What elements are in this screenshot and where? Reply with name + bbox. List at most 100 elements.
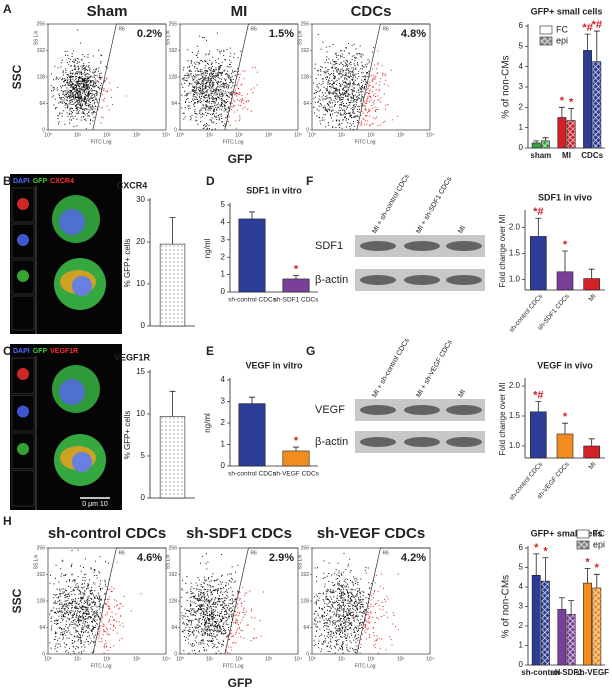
nucleus xyxy=(59,209,85,235)
y-tick-label: 5 xyxy=(221,200,226,209)
x-axis-name: FITC Log xyxy=(355,663,376,669)
band xyxy=(404,437,440,447)
y-tick-label: 1.5 xyxy=(509,411,521,420)
lane-label: MI + sh-VEGF CDCs xyxy=(415,339,454,399)
x-tick-label: 10³ xyxy=(133,132,141,138)
bar xyxy=(541,141,549,148)
y-tick-label: 192 xyxy=(169,48,178,54)
significance: *# xyxy=(592,19,602,31)
legend-label: FC xyxy=(556,24,568,34)
stain-name: GFP xyxy=(33,178,48,185)
y-tick-label: 2 xyxy=(519,621,524,630)
error-bar xyxy=(559,107,565,117)
significance: * xyxy=(294,435,299,447)
significance: *# xyxy=(533,206,543,218)
legend-swatch xyxy=(540,26,552,34)
stain-name: GFP xyxy=(33,348,48,355)
plot-title: sh-SDF1 CDCs xyxy=(186,525,292,542)
legend-label: epi xyxy=(556,35,568,45)
bar xyxy=(593,62,601,148)
bar xyxy=(532,575,540,665)
y-axis-name: SS Lin xyxy=(165,30,171,45)
y-tick-label: 10 xyxy=(136,279,145,288)
plot-title: MI xyxy=(231,3,248,20)
nucleus xyxy=(72,276,92,296)
y-tick-label: 6 xyxy=(519,543,524,552)
y-tick-label: 256 xyxy=(301,21,310,27)
y-tick-label: 256 xyxy=(37,21,46,27)
legend-label: epi xyxy=(593,539,605,549)
bar xyxy=(558,609,566,665)
y-tick-label: 1 xyxy=(519,641,524,650)
error-bar xyxy=(170,218,176,244)
panel-letter: E xyxy=(206,344,214,358)
y-tick-label: 128 xyxy=(169,598,178,604)
significance: * xyxy=(543,546,548,558)
chart-title: GFP+ small cells xyxy=(531,6,603,16)
row-label: VEGF xyxy=(315,404,345,416)
y-tick-label: 64 xyxy=(171,625,177,631)
x-tick-label: sh-VEGF xyxy=(575,668,609,677)
y-tick-label: 192 xyxy=(37,572,46,578)
chart-title: VEGF in vitro xyxy=(245,360,303,370)
legend-swatch xyxy=(540,37,552,45)
error-bar xyxy=(535,402,541,412)
x-tick-label: CDCs xyxy=(581,151,603,160)
bar xyxy=(530,412,546,458)
x-tick-label: 10¹ xyxy=(338,132,346,138)
y-tick-label: 30 xyxy=(136,195,145,204)
significance: * xyxy=(563,411,568,423)
stain-legend: DAPIGFPCXCR4 xyxy=(13,178,74,185)
y-axis-label: % GFP+ cells xyxy=(123,411,132,460)
scale-label: 0 μm 10 xyxy=(82,501,108,508)
error-bar xyxy=(589,439,595,446)
error-bar xyxy=(293,447,299,451)
plot-title: sh-VEGF CDCs xyxy=(317,525,425,542)
y-tick-label: 1 xyxy=(221,440,226,449)
bar xyxy=(530,236,546,290)
y-tick-label: 256 xyxy=(169,21,178,27)
bar xyxy=(567,121,575,148)
x-tick-label: 10² xyxy=(235,656,243,662)
chart-title: CXCR4 xyxy=(117,180,148,190)
stain-legend: DAPIGFPVEGF1R xyxy=(13,348,78,355)
stain-name: DAPI xyxy=(13,178,30,185)
bar xyxy=(283,451,309,466)
bar xyxy=(239,219,265,292)
y-axis-label: % of non-CMs xyxy=(501,575,512,638)
x-tick-label: 10² xyxy=(367,656,375,662)
x-axis-label: GFP xyxy=(228,676,253,690)
chart-title: SDF1 in vivo xyxy=(538,192,593,202)
x-tick-label: sh-VEGF CDCs xyxy=(273,471,320,478)
lane-label: MI xyxy=(457,389,467,399)
y-tick-label: 128 xyxy=(169,74,178,80)
band xyxy=(360,405,396,415)
bar xyxy=(239,404,265,466)
x-tick-label: 10⁴ xyxy=(294,656,302,662)
lane-label: MI + sh-control CDCs xyxy=(371,337,411,399)
x-axis-name: FITC Log xyxy=(223,663,244,669)
panel-letter: D xyxy=(206,174,215,188)
percent-label: 0.2% xyxy=(137,28,162,40)
gate-label: R6 xyxy=(382,550,389,556)
plot-title: sh-control CDCs xyxy=(48,525,166,542)
x-tick-label: 10³ xyxy=(265,656,273,662)
error-bar xyxy=(533,141,539,143)
band xyxy=(446,275,482,285)
panel-letter: A xyxy=(3,2,12,16)
significance: * xyxy=(569,96,574,108)
percent-label: 4.6% xyxy=(137,552,162,564)
y-tick-label: 3 xyxy=(221,235,226,244)
significance: * xyxy=(294,263,299,275)
bar xyxy=(283,279,309,292)
error-bar xyxy=(249,397,255,403)
x-tick-label: 10¹ xyxy=(206,656,214,662)
x-tick-label: 10⁴ xyxy=(162,656,170,662)
bar xyxy=(567,614,575,665)
panel-letter: F xyxy=(306,174,313,188)
y-axis-label: SSC xyxy=(10,588,24,613)
band xyxy=(446,241,482,251)
x-tick-label: sh-control CDCs xyxy=(228,471,276,478)
significance: *# xyxy=(533,390,543,402)
x-tick-label: 10⁴ xyxy=(426,132,434,138)
